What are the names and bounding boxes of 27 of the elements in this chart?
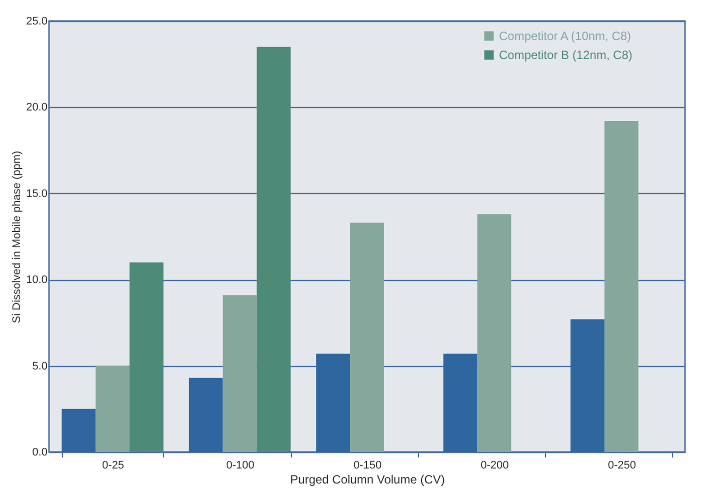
y-tick-label: 5.0 bbox=[32, 360, 48, 372]
y-tick-label: 15.0 bbox=[26, 188, 48, 200]
bar bbox=[570, 319, 604, 452]
x-tick-label: 0-25 bbox=[102, 460, 124, 472]
y-tick-label: 20.0 bbox=[26, 102, 48, 114]
x-axis-title: Purged Column Volume (CV) bbox=[290, 472, 445, 486]
x-tick-label: 0-200 bbox=[480, 460, 509, 472]
bar bbox=[222, 295, 257, 452]
x-tick-label: 0-100 bbox=[226, 460, 254, 472]
y-axis-title: Si Dissolved in Mobile phase (ppm) bbox=[11, 150, 24, 324]
bar bbox=[604, 120, 638, 452]
legend-label: Competitor A (10nm, C8) bbox=[499, 29, 632, 43]
bar bbox=[477, 214, 512, 452]
bar bbox=[62, 408, 96, 452]
bar bbox=[316, 354, 350, 452]
bar bbox=[350, 222, 384, 452]
bar bbox=[188, 378, 223, 452]
x-tick-label: 0-250 bbox=[608, 460, 636, 472]
x-tick-label: 0-150 bbox=[353, 460, 382, 472]
bar bbox=[96, 366, 130, 452]
y-tick-label: 0.0 bbox=[32, 446, 48, 458]
legend-label: Competitor B (12nm, C8) bbox=[499, 48, 632, 62]
bar bbox=[443, 354, 478, 452]
y-tick-label: 25.0 bbox=[26, 16, 48, 28]
bar bbox=[130, 262, 164, 452]
y-tick-label: 10.0 bbox=[26, 274, 48, 286]
bar bbox=[256, 46, 291, 452]
